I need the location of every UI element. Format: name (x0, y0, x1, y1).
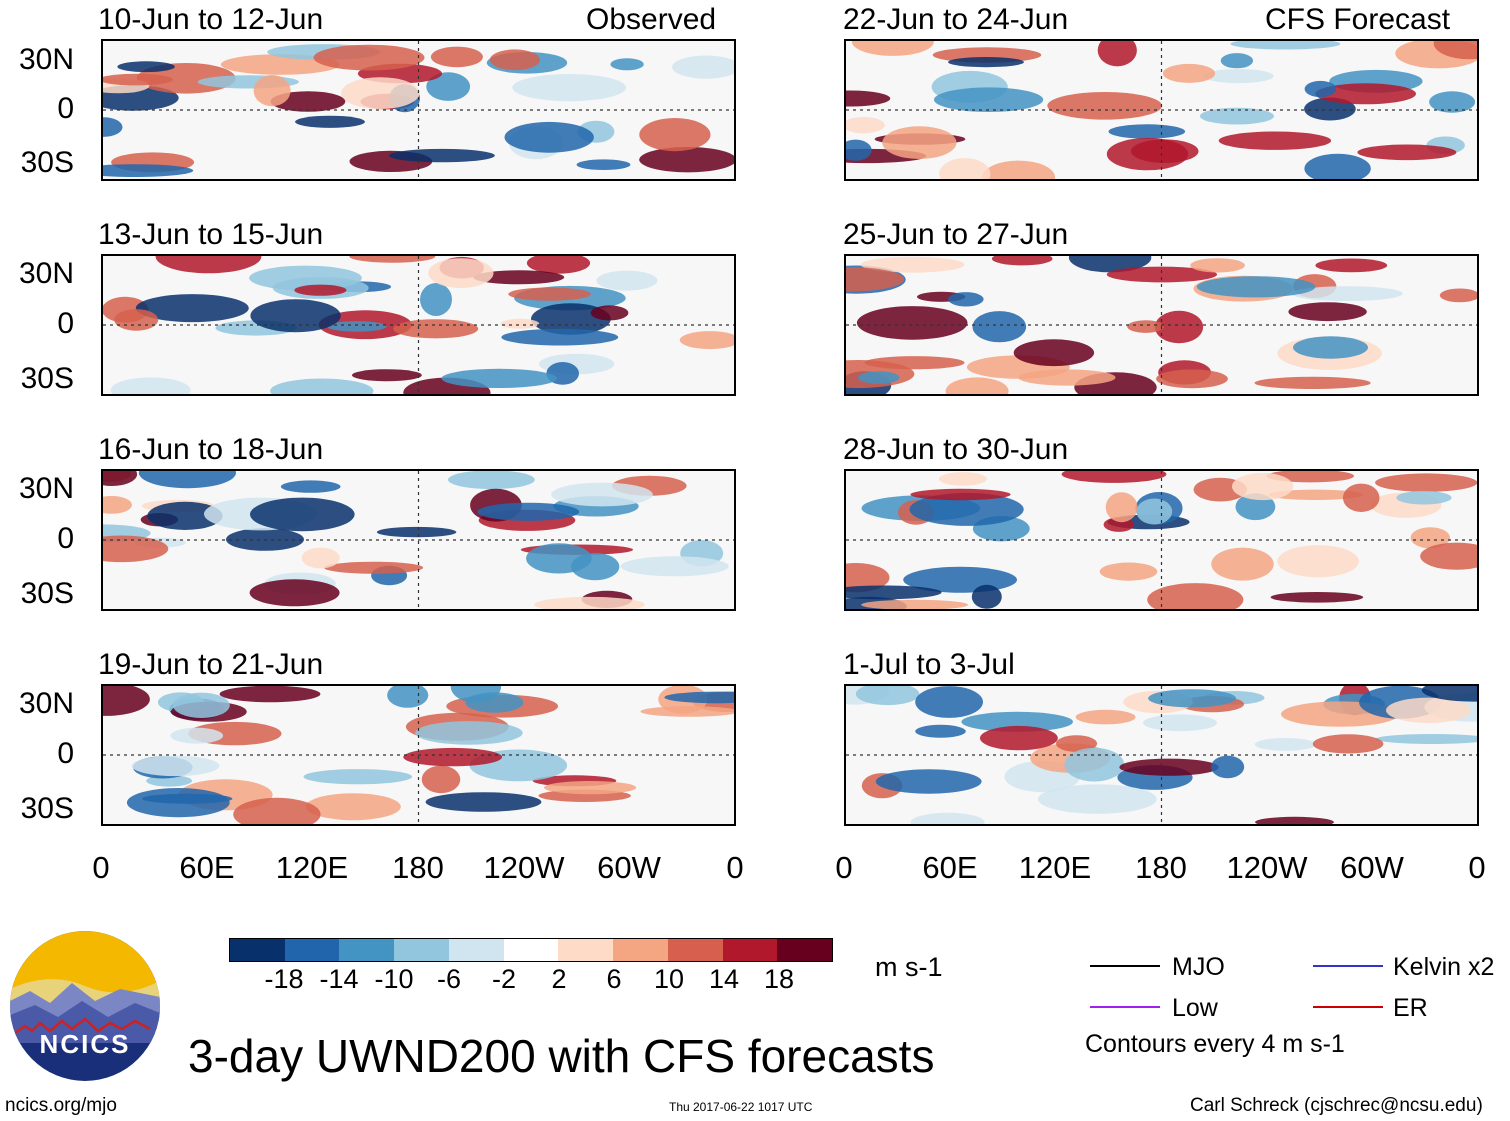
lon-label: 180 (1135, 850, 1187, 885)
colorbar-swatch (394, 939, 449, 961)
colorbar-units: m s-1 (875, 952, 943, 982)
panel-title: 16-Jun to 18-Jun (98, 433, 324, 466)
map-panel (101, 39, 736, 181)
colorbar-swatch (558, 939, 614, 961)
colorbar-swatch (613, 939, 668, 961)
lon-label: 180 (392, 850, 444, 885)
map-panel (844, 39, 1479, 181)
colorbar-tick: 2 (551, 964, 567, 994)
wind-field (103, 471, 734, 609)
footer-timestamp: Thu 2017-06-22 1017 UTC (669, 1100, 813, 1114)
lon-label: 0 (726, 850, 744, 885)
colorbar-swatch (230, 939, 285, 961)
map-panel (844, 469, 1479, 611)
lat-label: 30S (20, 577, 74, 610)
wind-field (103, 686, 734, 824)
panel-title: 1-Jul to 3-Jul (843, 648, 1015, 681)
legend-label-low: Low (1172, 994, 1218, 1022)
lon-label: 60E (922, 850, 978, 885)
colorbar-tick: -6 (436, 964, 462, 994)
panel-title: 28-Jun to 30-Jun (843, 433, 1069, 466)
wind-field (846, 256, 1477, 394)
lat-label: 0 (57, 737, 74, 770)
wind-field (846, 471, 1477, 609)
lon-label: 60E (179, 850, 235, 885)
map-panel (844, 254, 1479, 396)
lat-label: 30N (18, 257, 74, 290)
colorbar-swatch (503, 939, 559, 961)
colorbar-tick: 10 (653, 964, 685, 994)
colorbar-tick: 18 (763, 964, 795, 994)
map-panel (101, 254, 736, 396)
colorbar-tick: -2 (491, 964, 517, 994)
wind-field (846, 686, 1477, 824)
colorbar-tick: 6 (606, 964, 622, 994)
lon-label: 60W (1340, 850, 1404, 885)
colorbar-swatch (722, 939, 778, 961)
legend-line-low (1090, 1006, 1160, 1008)
lat-label: 0 (57, 92, 74, 125)
colorbar-tick: -18 (264, 964, 304, 994)
footer-url[interactable]: ncics.org/mjo (5, 1095, 117, 1116)
map-panel (844, 684, 1479, 826)
panel-title: 13-Jun to 15-Jun (98, 218, 324, 251)
legend-line-mjo (1090, 965, 1160, 967)
legend-label-mjo: MJO (1172, 953, 1225, 981)
legend-line-er (1313, 1006, 1383, 1008)
colorbar-swatch (339, 939, 395, 961)
panel-title: 19-Jun to 21-Jun (98, 648, 324, 681)
lon-label: 120E (1018, 850, 1092, 885)
legend-line-kelvin (1313, 965, 1383, 967)
logo-text: NCICS (40, 1029, 131, 1059)
map-panel (101, 684, 736, 826)
map-panel (101, 469, 736, 611)
lat-label: 30S (20, 362, 74, 395)
lat-label: 0 (57, 307, 74, 340)
observed-header: Observed (586, 3, 717, 36)
lon-label: 0 (835, 850, 853, 885)
lon-label: 0 (92, 850, 110, 885)
panel-title: 10-Jun to 12-Jun (98, 3, 324, 36)
lat-label: 30N (18, 43, 74, 76)
colorbar-swatch (667, 939, 723, 961)
legend-label-er: ER (1393, 994, 1428, 1022)
colorbar-swatch (448, 939, 504, 961)
wind-field (103, 41, 734, 179)
colorbar-tick: 14 (708, 964, 740, 994)
lon-label: 60W (597, 850, 661, 885)
panel-title: 25-Jun to 27-Jun (843, 218, 1069, 251)
lon-label: 120W (483, 850, 565, 885)
lat-label: 30S (20, 792, 74, 825)
colorbar (229, 938, 833, 962)
footer-credit: Carl Schreck (cjschrec@ncsu.edu) (1190, 1095, 1483, 1116)
lon-label: 0 (1468, 850, 1486, 885)
colorbar-tick: -10 (374, 964, 414, 994)
ncics-logo: NCICS (10, 931, 160, 1081)
page-title: 3-day UWND200 with CFS forecasts (188, 1030, 935, 1082)
colorbar-swatch (284, 939, 340, 961)
contours-note: Contours every 4 m s-1 (1085, 1030, 1345, 1058)
forecast-header: CFS Forecast (1265, 3, 1451, 36)
lat-label: 30N (18, 472, 74, 505)
lat-label: 30S (20, 146, 74, 179)
lon-label: 120W (1226, 850, 1308, 885)
lat-label: 30N (18, 687, 74, 720)
legend-label-kelvin: Kelvin x2 (1393, 953, 1495, 981)
wind-field (103, 256, 734, 394)
colorbar-tick: -14 (319, 964, 359, 994)
lon-label: 120E (275, 850, 349, 885)
wind-field (846, 41, 1477, 179)
panel-title: 22-Jun to 24-Jun (843, 3, 1069, 36)
lat-label: 0 (57, 522, 74, 555)
colorbar-swatch (777, 939, 833, 961)
